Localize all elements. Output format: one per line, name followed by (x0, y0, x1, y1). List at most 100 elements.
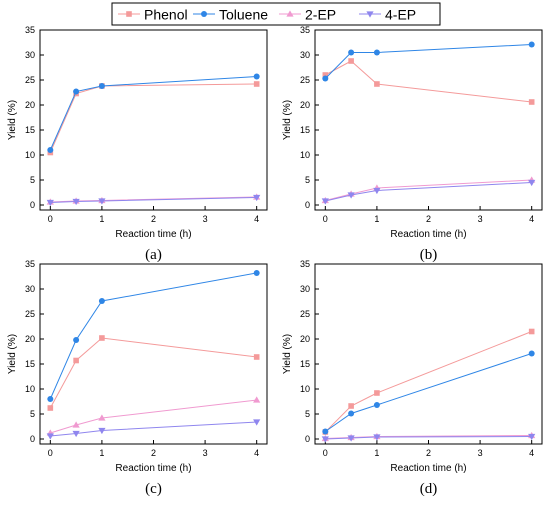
chart-panel-b: 0 5 10 15 20 25 30 35 0 1 2 3 4 Reaction time (h) Yiel… (275, 17, 550, 267)
y-tick-label: 15 (300, 359, 310, 369)
y-tick-label: 25 (25, 75, 35, 85)
series-line-4-ep (50, 197, 257, 203)
x-tick-label: 4 (529, 214, 534, 224)
x-tick-label: 4 (254, 448, 259, 458)
y-tick-label: 15 (300, 125, 310, 135)
x-tick-label: 3 (203, 214, 208, 224)
data-point-toluene (348, 410, 355, 417)
x-tick-label: 2 (426, 214, 431, 224)
data-point-toluene (348, 49, 355, 56)
series-toluene (47, 270, 260, 402)
data-point-4-ep (253, 419, 261, 426)
x-tick-label: 2 (151, 214, 156, 224)
x-tick-label: 3 (478, 214, 483, 224)
data-point-4-ep (347, 435, 355, 442)
panel-label: (c) (145, 481, 162, 497)
data-point-toluene (98, 83, 105, 89)
legend-label: 4-EP (385, 7, 416, 23)
series-4-ep (321, 433, 536, 443)
y-tick-label: 5 (30, 175, 35, 185)
data-point-4-ep (98, 198, 106, 205)
series-line-2-ep (325, 179, 532, 201)
data-point-4-ep (253, 194, 261, 202)
y-tick-label: 0 (305, 434, 310, 444)
x-tick-label: 0 (323, 448, 328, 458)
chart-a-svg: 0 5 10 15 20 25 30 35 0 1 2 3 4 Reaction time (h) Yiel… (7, 25, 268, 263)
x-axis-label: Reaction time (h) (115, 463, 191, 474)
x-tick-label: 0 (48, 214, 53, 224)
data-point-phenol (374, 81, 380, 87)
panel-label: (d) (420, 481, 438, 497)
series-line-2-ep (50, 399, 257, 434)
x-tick-label: 0 (48, 448, 53, 458)
x-tick-label: 1 (99, 214, 104, 224)
data-point-2-ep (72, 421, 80, 428)
chart-c-svg: 0 5 10 15 20 25 30 35 0 1 2 3 4 Reaction time (h) Yiel… (7, 259, 268, 497)
data-point-toluene (253, 270, 260, 276)
y-axis-label: Yield (%) (282, 334, 293, 374)
x-tick-label: 4 (254, 214, 259, 224)
y-tick-label: 5 (30, 409, 35, 419)
legend-label: Phenol (144, 7, 188, 23)
chart-panel-a: 0 5 10 15 20 25 30 35 0 1 2 3 4 Reaction time (h) Yiel… (0, 17, 275, 267)
triangle-up-marker-icon (286, 10, 294, 17)
data-point-toluene (528, 41, 535, 48)
series-line-4-ep (325, 182, 532, 202)
series-line-phenol (49, 83, 257, 153)
y-tick-label: 0 (30, 434, 35, 444)
data-point-phenol (253, 354, 260, 360)
legend-label: Toluene (219, 7, 268, 23)
data-point-4-ep (373, 434, 381, 441)
series-line-phenol (324, 331, 532, 433)
legend-box (111, 2, 441, 26)
y-tick-label: 20 (25, 100, 35, 110)
chart-legend: Phenol Toluene 2-EP 4-EP (111, 2, 441, 26)
data-point-toluene (253, 73, 260, 80)
series-line-toluene (49, 76, 257, 151)
data-point-4-ep (528, 179, 536, 187)
y-tick-label: 10 (25, 150, 35, 160)
data-point-toluene (373, 402, 380, 408)
y-tick-label: 5 (305, 409, 310, 419)
data-point-toluene (47, 396, 54, 402)
legend-item-phenol: Phenol (118, 7, 188, 23)
data-point-phenol (47, 405, 54, 411)
data-point-toluene (73, 337, 80, 343)
x-tick-label: 1 (99, 448, 104, 458)
y-axis-label: Yield (%) (282, 100, 293, 140)
data-point-phenol (322, 72, 329, 78)
series-toluene (47, 73, 260, 153)
y-tick-label: 10 (25, 384, 35, 394)
series-line-4-ep (50, 421, 257, 437)
chart-d-svg: 0 5 10 15 20 25 30 35 0 1 2 3 4 Reaction time (h) Yiel… (282, 259, 543, 497)
series-line-4-ep (325, 436, 532, 440)
data-point-toluene (322, 75, 329, 82)
series-4-ep (321, 179, 536, 205)
chart-b-svg: 0 5 10 15 20 25 30 35 0 1 2 3 4 Reaction time (h) Yiel… (282, 25, 543, 263)
data-point-4-ep (347, 192, 355, 199)
y-tick-label: 20 (25, 334, 35, 344)
data-point-4-ep (46, 433, 54, 440)
y-axis-label: Yield (%) (7, 334, 18, 374)
y-tick-label: 10 (300, 384, 310, 394)
x-tick-label: 3 (478, 448, 483, 458)
data-point-4-ep (98, 427, 106, 435)
data-point-phenol (73, 357, 79, 364)
series-phenol (322, 58, 535, 105)
y-tick-label: 20 (300, 100, 310, 110)
x-axis-label: Reaction time (h) (390, 463, 466, 474)
plot-frame (314, 263, 543, 445)
y-tick-label: 35 (25, 259, 35, 269)
x-tick-label: 1 (374, 214, 379, 224)
series-phenol (47, 81, 260, 156)
y-tick-label: 30 (25, 284, 35, 294)
y-tick-label: 30 (25, 50, 35, 60)
data-point-4-ep (46, 199, 54, 207)
y-tick-label: 25 (300, 309, 310, 319)
plot-frame (314, 29, 543, 211)
legend-label: 2-EP (305, 7, 336, 23)
data-point-phenol (253, 81, 260, 87)
data-point-phenol (528, 99, 535, 105)
series-2-ep (46, 396, 261, 436)
legend-item-4-ep: 4-EP (359, 7, 416, 23)
